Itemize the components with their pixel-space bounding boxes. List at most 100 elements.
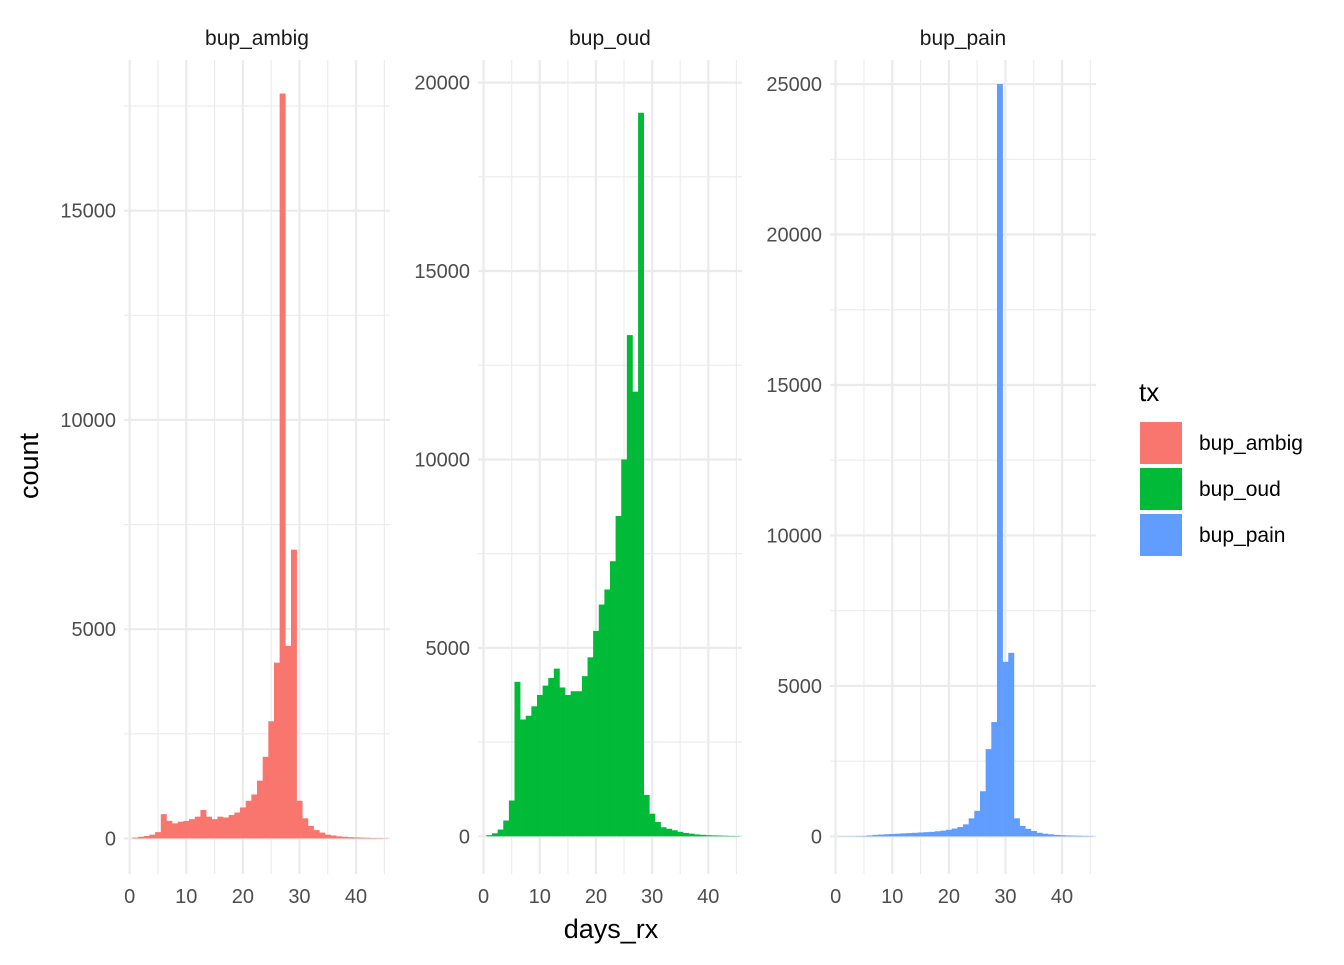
facet-strip-label: bup_oud bbox=[569, 27, 651, 50]
histogram-bar bbox=[217, 817, 223, 839]
histogram-bar bbox=[138, 837, 144, 839]
legend-title: tx bbox=[1139, 377, 1159, 407]
histogram-bar bbox=[246, 801, 252, 839]
histogram-bar bbox=[559, 687, 565, 836]
histogram-bar bbox=[144, 836, 150, 839]
histogram-bar bbox=[183, 821, 189, 839]
histogram-bar bbox=[610, 561, 616, 836]
histogram-bar bbox=[666, 829, 672, 837]
histogram-bar bbox=[1042, 834, 1048, 837]
histogram-bar bbox=[929, 832, 935, 837]
histogram-bar bbox=[1048, 834, 1054, 836]
legend-swatch-bup_oud bbox=[1140, 468, 1182, 510]
histogram-bar bbox=[878, 835, 884, 837]
histogram-bar bbox=[336, 836, 342, 838]
y-tick-label: 0 bbox=[811, 826, 822, 848]
histogram-bar bbox=[952, 829, 958, 837]
histogram-bar bbox=[314, 830, 320, 838]
legend-label-bup_ambig: bup_ambig bbox=[1199, 432, 1303, 455]
histogram-bar bbox=[291, 550, 297, 839]
histogram-bar bbox=[498, 830, 504, 837]
histogram-bar bbox=[588, 657, 594, 836]
y-tick-label: 20000 bbox=[766, 225, 822, 247]
x-tick-label: 20 bbox=[232, 886, 254, 908]
histogram-bar bbox=[1003, 662, 1009, 837]
y-axis-title: count bbox=[14, 432, 44, 499]
histogram-bar bbox=[991, 722, 997, 836]
histogram-bar bbox=[576, 691, 582, 836]
histogram-bar bbox=[593, 631, 599, 836]
x-tick-label: 10 bbox=[529, 886, 551, 908]
histogram-bar bbox=[599, 605, 605, 837]
histogram-bar bbox=[604, 589, 610, 836]
x-tick-label: 40 bbox=[1051, 886, 1073, 908]
histogram-bar bbox=[520, 719, 526, 836]
histogram-bar bbox=[178, 822, 184, 839]
histogram-bar bbox=[240, 807, 246, 838]
histogram-bar bbox=[348, 837, 354, 838]
histogram-bar bbox=[884, 834, 890, 836]
histogram-bar bbox=[1059, 835, 1065, 836]
histogram-bar bbox=[132, 838, 138, 839]
histogram-bar bbox=[486, 835, 492, 836]
facet-strip-label: bup_pain bbox=[920, 27, 1006, 50]
histogram-bar bbox=[234, 812, 240, 838]
y-tick-label: 10000 bbox=[60, 410, 116, 432]
histogram-bar bbox=[632, 392, 638, 837]
x-tick-label: 10 bbox=[175, 886, 197, 908]
histogram-bar bbox=[251, 794, 257, 838]
y-tick-label: 15000 bbox=[766, 375, 822, 397]
histogram-bar bbox=[980, 791, 986, 836]
histogram-bar bbox=[621, 459, 627, 836]
x-tick-label: 0 bbox=[124, 886, 135, 908]
histogram-bar bbox=[683, 833, 689, 836]
histogram-bar bbox=[537, 695, 543, 836]
legend-swatch-bup_pain bbox=[1140, 514, 1182, 556]
histogram-bar bbox=[957, 827, 963, 836]
histogram-bar bbox=[923, 832, 929, 836]
histogram-bar bbox=[302, 818, 308, 838]
histogram-bar bbox=[274, 663, 280, 839]
histogram-bar bbox=[325, 835, 331, 839]
histogram-bar bbox=[689, 834, 695, 837]
y-tick-label: 0 bbox=[105, 828, 116, 850]
histogram-bar bbox=[1008, 653, 1014, 837]
histogram-bar bbox=[565, 695, 571, 836]
histogram-bar bbox=[571, 691, 577, 836]
histogram-bar bbox=[526, 716, 532, 837]
histogram-bar bbox=[195, 817, 201, 839]
histogram-bar bbox=[906, 833, 912, 836]
histogram-bar bbox=[155, 832, 161, 838]
histogram-bar bbox=[543, 686, 549, 837]
histogram-bar bbox=[867, 835, 873, 836]
facet-strip-label: bup_ambig bbox=[205, 27, 309, 50]
histogram-bar bbox=[677, 832, 683, 837]
histogram-bar bbox=[206, 817, 212, 839]
histogram-bar bbox=[285, 646, 291, 839]
histogram-bar bbox=[940, 831, 946, 837]
histogram-bar bbox=[918, 832, 924, 836]
histogram-bar bbox=[308, 826, 314, 839]
x-tick-label: 40 bbox=[697, 886, 719, 908]
histogram-bar bbox=[649, 814, 655, 837]
y-tick-label: 15000 bbox=[414, 261, 470, 283]
histogram-bar bbox=[655, 822, 661, 836]
histogram-bar bbox=[297, 801, 303, 839]
histogram-bar bbox=[717, 836, 723, 837]
histogram-bar bbox=[912, 833, 918, 837]
histogram-bar bbox=[582, 676, 588, 836]
histogram-bar bbox=[515, 682, 521, 837]
histogram-bar bbox=[223, 818, 229, 839]
histogram-bar bbox=[268, 721, 274, 838]
histogram-bar bbox=[963, 824, 969, 836]
x-tick-label: 30 bbox=[288, 886, 310, 908]
y-tick-label: 20000 bbox=[414, 73, 470, 95]
legend-label-bup_oud: bup_oud bbox=[1199, 478, 1281, 501]
histogram-bar bbox=[974, 811, 980, 837]
histogram-bar bbox=[331, 835, 337, 838]
histogram-bar bbox=[548, 678, 554, 836]
histogram-bar bbox=[1025, 829, 1031, 837]
